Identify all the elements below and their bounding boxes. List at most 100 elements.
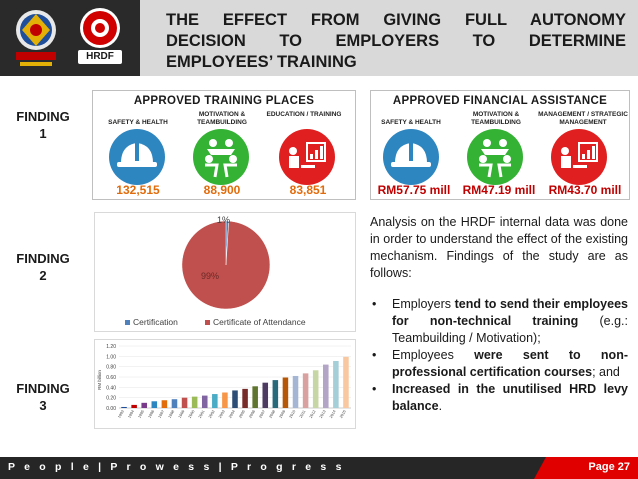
bar-ytick-label: 0.00 [106, 406, 116, 412]
bar-xtick-label: 2013 [319, 410, 327, 419]
bar-ytick-label: 1.20 [106, 344, 116, 350]
footer-tagline: P e o p l e | P r o w e s s | P r o g r … [8, 461, 345, 473]
finding-2-word: FINDING [16, 251, 70, 266]
training-cat-safety: SAFETY & HEALTH [108, 119, 168, 126]
bar-ylabel: RM billion [97, 370, 102, 390]
bar-xtick-label: 2004 [228, 410, 236, 419]
slide-header: HRDF THE EFFECT FROM GIVING FULL AUTONOM… [0, 0, 638, 76]
bar-2001 [201, 395, 208, 408]
financial-assistance-title: APPROVED FINANCIAL ASSISTANCE [392, 95, 608, 107]
bar-xtick-label: 2009 [279, 410, 287, 419]
title-line-1: THE EFFECT FROM GIVING FULL AUTONOMY [166, 11, 626, 29]
bar-2015 [343, 356, 349, 408]
bullet-1-pre: Employers [392, 297, 455, 311]
pie-slice-1 [181, 220, 271, 310]
bar-2005 [242, 388, 248, 408]
bar-2000 [191, 396, 198, 408]
training-value-safety: 132,515 [116, 183, 160, 197]
bar-xtick-label: 1996 [147, 410, 155, 419]
bar-xtick-label: 1999 [178, 410, 186, 419]
bar-1998 [171, 399, 178, 408]
bar-xtick-label: 2008 [269, 410, 277, 419]
pie-label-attendance: 99% [201, 271, 220, 281]
finance-cat-management: MANAGEMENT / STRATEGIC MANAGEMENT [538, 111, 628, 126]
pie-legend-certification: Certification [125, 317, 178, 327]
bar-xtick-label: 1995 [137, 410, 145, 419]
bullet-dot: • [372, 348, 377, 362]
bullet-1-bold: tend to send their employees for non-tec… [392, 297, 628, 328]
bar-xtick-label: 2011 [299, 410, 307, 419]
bar-xtick-label: 1993 [117, 410, 125, 419]
list-item: • Employers tend to send their employees… [370, 296, 628, 347]
training-places-title: APPROVED TRAINING PLACES [133, 95, 315, 107]
bar-svg: 0.00 0.20 0.40 0.60 0.80 1.00 1.20 RM billion 19… [97, 344, 351, 419]
finding-3-word: FINDING [16, 381, 70, 396]
legend-label-attendance: Certificate of Attendance [213, 317, 306, 327]
presentation-icon [279, 129, 335, 185]
hard-hat-icon [383, 129, 439, 185]
bar-xtick-label: 2005 [238, 410, 246, 419]
bullet-3-bold: Increased in the unutilised HRD levy bal… [392, 382, 628, 413]
finding-3-number: 3 [39, 398, 47, 413]
title-line-2: DECISION TO EMPLOYERS TO DETERMINE [166, 32, 626, 50]
bar-2014 [333, 360, 339, 408]
logo-area: HRDF [0, 0, 166, 76]
finance-cat-safety: SAFETY & HEALTH [381, 119, 441, 126]
bar-xtick-label: 1994 [127, 410, 135, 419]
financial-assistance-panel: APPROVED FINANCIAL ASSISTANCE SAFETY & H… [370, 90, 630, 200]
findings-bullet-list: • Employers tend to send their employees… [370, 296, 628, 415]
bar-2002 [212, 394, 218, 408]
training-cat-education: EDUCATION / TRAINING [266, 111, 342, 118]
bullet-2-post: ; and [592, 365, 620, 379]
bar-2012 [312, 370, 319, 408]
finding-3-label: FINDING 3 [10, 380, 76, 414]
title-line-3: EMPLOYEES’ TRAINING [166, 53, 357, 71]
bar-1995 [141, 402, 147, 408]
teambuilding-icon [467, 129, 523, 185]
finance-cat-motivation: MOTIVATION & TEAMBUILDING [471, 111, 521, 126]
title-band [140, 0, 638, 76]
bar-2003 [222, 392, 228, 408]
bullet-2-pre: Employees [392, 348, 475, 362]
bar-ytick-label: 1.00 [106, 354, 116, 360]
bar-ytick-label: 0.20 [106, 396, 116, 402]
finance-value-safety: RM57.75 mill [377, 183, 451, 197]
bar-2007 [262, 382, 269, 408]
finding-1-number: 1 [39, 126, 47, 141]
bullet-1-post: (e.g.: Teambuilding / Motivation); [392, 314, 628, 345]
bar-xtick-label: 2012 [309, 410, 317, 419]
bullet-3-post: . [438, 399, 443, 413]
footer-bar: P e o p l e | P r o w e s s | P r o g r … [0, 457, 554, 479]
bar-2011 [302, 373, 309, 408]
hrdf-emblem-icon [78, 8, 122, 64]
list-item: • Employees were sent to non-professiona… [370, 347, 628, 381]
certification-pie-chart: 1% 99% Certification Certificate of Atte… [94, 212, 356, 332]
list-item: • Increased in the unutilised HRD levy b… [370, 381, 628, 415]
hrdf-logo-text: HRDF [86, 51, 114, 62]
finding-1-word: FINDING [16, 109, 70, 124]
legend-label-certification: Certification [133, 317, 178, 327]
bar-2013 [323, 364, 329, 408]
bar-ytick-label: 0.60 [106, 375, 116, 381]
bar-2004 [232, 390, 238, 408]
training-cat-motivation: MOTIVATION & TEAMBUILDING [197, 111, 247, 126]
slide-title: THE EFFECT FROM GIVING FULL AUTONOMY DEC… [166, 10, 626, 73]
bar-xtick-label: 2006 [248, 410, 256, 419]
pie-legend-attendance: Certificate of Attendance [205, 317, 306, 327]
finance-value-motivation: RM47.19 mill [462, 183, 536, 197]
bar-xtick-label: 1998 [168, 410, 176, 419]
training-value-education: 83,851 [289, 183, 327, 197]
bar-1994 [131, 404, 137, 408]
bar-xtick-label: 2001 [198, 410, 206, 419]
legend-swatch-certification [125, 319, 130, 325]
hard-hat-icon [109, 129, 165, 185]
bar-2010 [292, 375, 299, 408]
bar-xtick-label: 2014 [329, 410, 337, 419]
bar-xtick-label: 2010 [289, 410, 297, 419]
bar-2006 [252, 386, 258, 408]
levy-balance-bar-chart: 0.00 0.20 0.40 0.60 0.80 1.00 1.20 RM billion 19… [94, 339, 356, 429]
bar-1999 [181, 397, 188, 408]
bar-xtick-label: 2000 [188, 410, 196, 419]
bullet-dot: • [372, 297, 377, 311]
page-number-box: Page 27 [534, 457, 638, 479]
